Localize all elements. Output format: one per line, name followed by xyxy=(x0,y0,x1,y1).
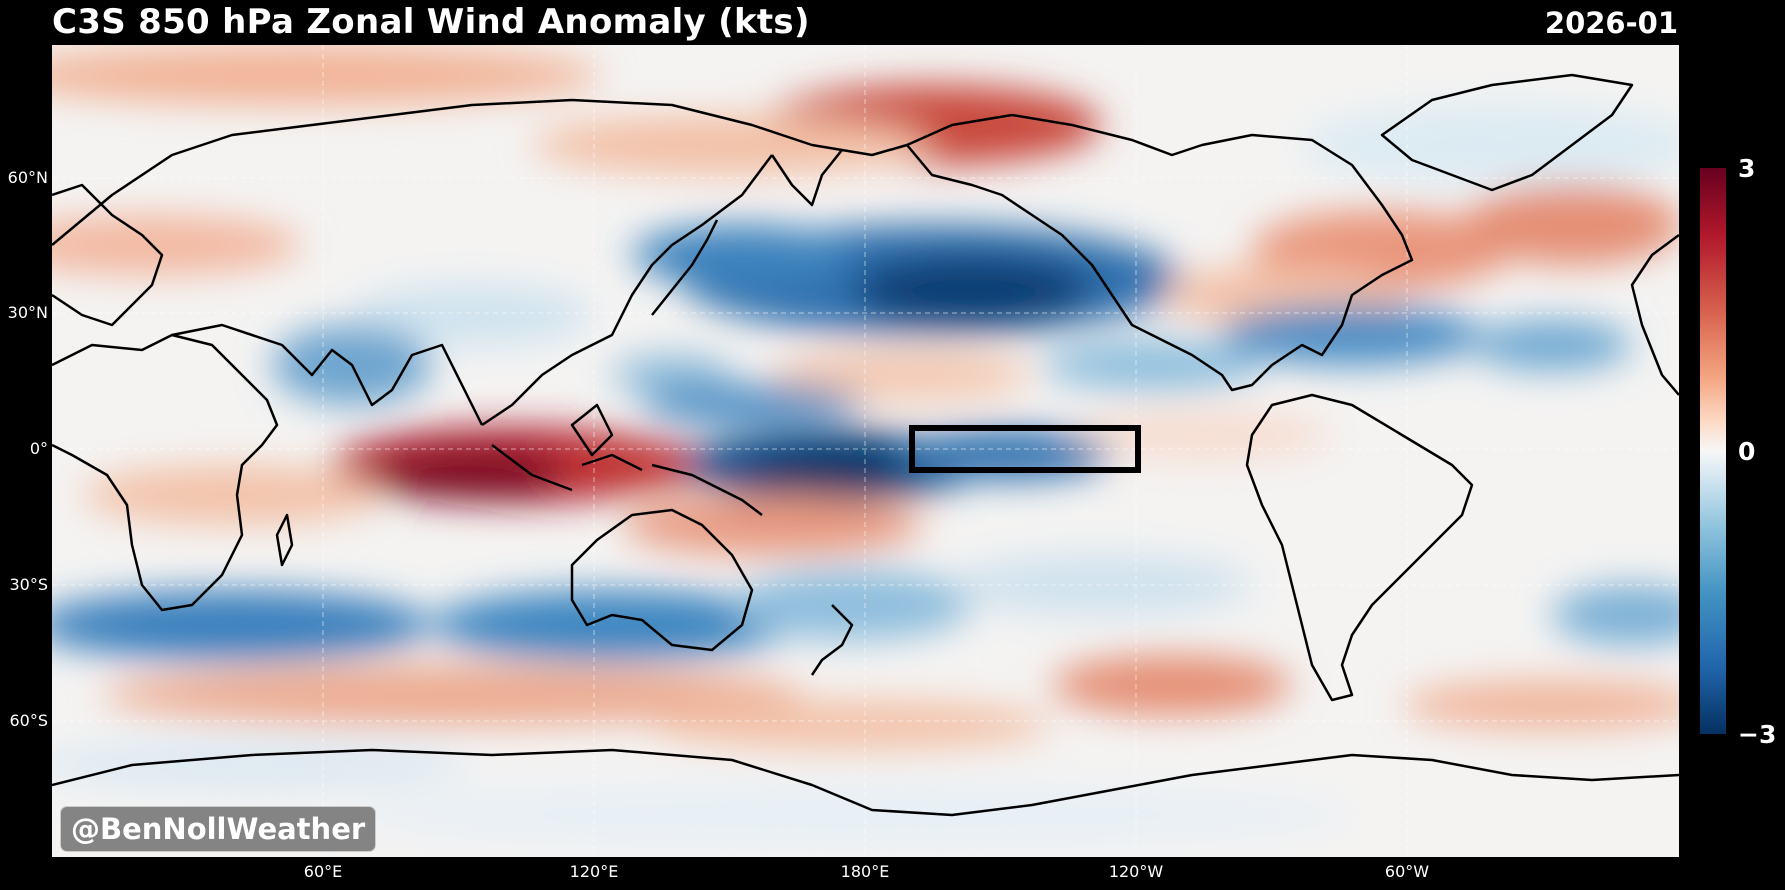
lon-label-60w: 60°W xyxy=(1384,862,1430,881)
colorbar-tick-max: 3 xyxy=(1738,154,1756,183)
anomaly-map xyxy=(52,45,1679,857)
lat-label-60n: 60°N xyxy=(7,168,48,187)
nino-index-box xyxy=(909,425,1141,473)
watermark-badge: @BenNollWeather xyxy=(60,806,377,852)
lon-label-180e: 180°E xyxy=(840,862,890,881)
gridlines xyxy=(52,45,1679,857)
chart-title: C3S 850 hPa Zonal Wind Anomaly (kts) xyxy=(52,2,810,42)
colorbar-tick-min: −3 xyxy=(1738,720,1777,749)
coastlines xyxy=(52,73,1679,817)
lat-label-30s: 30°S xyxy=(9,575,48,594)
lon-label-120e: 120°E xyxy=(569,862,619,881)
anomaly-field xyxy=(52,45,1679,845)
colorbar-tick-zero: 0 xyxy=(1738,437,1756,466)
lon-label-120w: 120°W xyxy=(1108,862,1164,881)
forecast-date: 2026-01 xyxy=(1544,6,1678,40)
lat-label-0: 0° xyxy=(29,439,48,458)
lat-label-30n: 30°N xyxy=(7,303,48,322)
colorbar xyxy=(1700,168,1726,734)
lat-label-60s: 60°S xyxy=(9,711,48,730)
lon-label-60e: 60°E xyxy=(303,862,343,881)
